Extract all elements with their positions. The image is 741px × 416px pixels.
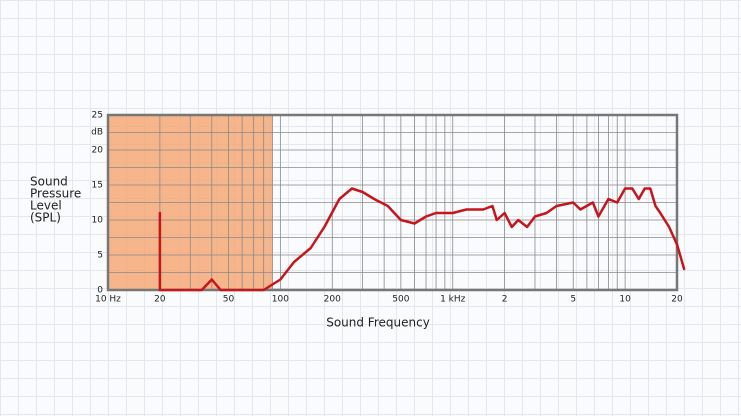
x-tick-label: 10 xyxy=(619,295,631,305)
y-tick-label: 20 xyxy=(92,146,104,156)
x-axis-title: Sound Frequency xyxy=(326,316,430,330)
y-axis-title-line: Pressure xyxy=(30,187,81,201)
plot-border xyxy=(106,113,679,292)
x-tick-label: 2 xyxy=(502,295,508,305)
y-tick-label: 10 xyxy=(92,216,104,226)
y-tick-label: 15 xyxy=(92,181,103,191)
x-tick-label: 100 xyxy=(272,295,289,305)
y-tick-label: 25 xyxy=(92,111,103,121)
x-tick-label: 10 Hz xyxy=(95,295,121,305)
response-curve xyxy=(158,187,686,292)
x-tick-label: 500 xyxy=(392,295,409,305)
x-tick-label: 1 kHz xyxy=(440,295,466,305)
x-tick-label: 50 xyxy=(223,295,235,305)
y-axis-title-line: Sound xyxy=(30,175,68,189)
x-tick-label: 20 xyxy=(671,295,683,305)
y-tick-label: 0 xyxy=(97,286,103,296)
x-tick-label: 5 xyxy=(570,295,576,305)
y-tick-label: 5 xyxy=(97,251,103,261)
x-tick-label: 200 xyxy=(324,295,341,305)
y-unit: dB xyxy=(91,128,103,138)
y-axis-title-line: (SPL) xyxy=(30,211,61,225)
x-tick-label: 20 xyxy=(154,295,166,305)
y-axis-title-line: Level xyxy=(30,199,62,213)
